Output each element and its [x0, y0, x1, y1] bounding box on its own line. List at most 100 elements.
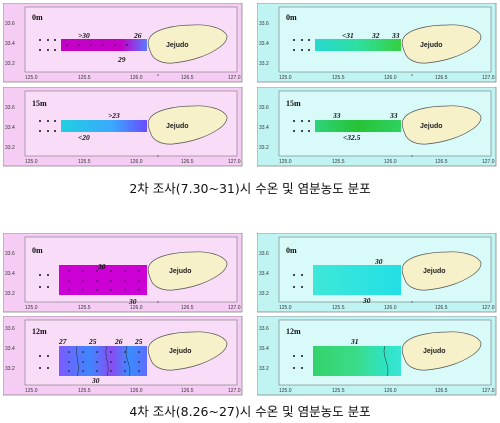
- panel-4th-temp-0m: 33.6 33.4 33.2 Jejudo 0m 30 30 125.0 125…: [3, 233, 243, 313]
- tick-y3: 33.2: [259, 291, 269, 297]
- contour-label: <32.5: [343, 133, 361, 142]
- tick-y1: 33.6: [259, 251, 269, 257]
- jeju-island-shape: [147, 24, 228, 64]
- depth-label: 0m: [32, 13, 43, 22]
- tick-x: 125.5: [332, 305, 345, 311]
- depth-label: 15m: [32, 99, 47, 108]
- panel-2nd-sal-15m: 33.6 33.4 33.2 Jejudo 15m 33 33 <32.5: [257, 87, 497, 167]
- tick-x: 125.5: [78, 305, 91, 311]
- contour-label: 26: [114, 337, 123, 346]
- caption-survey-4: 4차 조사(8.26~27)시 수온 및 염분농도 분포: [129, 404, 371, 419]
- island-label: Jejudo: [166, 123, 189, 130]
- depth-label: 12m: [32, 327, 47, 336]
- tick-x: 126.0: [130, 75, 143, 81]
- tick-x: 127.0: [482, 159, 495, 165]
- panel-2nd-temp-0m: 33.6 33.4 33.2 Jejudo 0m: [3, 3, 243, 83]
- jeju-island-shape: [147, 331, 228, 371]
- tick-y2: 33.4: [259, 41, 269, 47]
- contour-label: 33: [389, 111, 398, 120]
- tick-x: 125.5: [332, 388, 345, 394]
- jeju-island-shape: [401, 251, 482, 291]
- contour-label: 30: [374, 257, 383, 266]
- depth-label: 0m: [32, 246, 43, 255]
- tick-x: 125.5: [78, 388, 91, 394]
- jeju-island-shape: [147, 105, 228, 145]
- tick-y1: 33.6: [5, 251, 15, 257]
- tick-y1: 33.6: [5, 105, 15, 111]
- island-label: Jejudo: [420, 42, 443, 49]
- tick-x: 126.0: [130, 305, 143, 311]
- contour-label: 30: [128, 297, 137, 306]
- depth-label: 0m: [286, 13, 297, 22]
- panel-4th-temp-12m: 33.6 33.4 33.2 Jejudo: [3, 316, 243, 396]
- contour-label: 30: [97, 262, 106, 271]
- contour-label: 26: [133, 31, 142, 40]
- tick-x: 125.0: [279, 159, 292, 165]
- depth-label: 15m: [286, 99, 301, 108]
- tick-x: 126.5: [435, 388, 448, 394]
- map-panel: 33.6 33.4 33.2 Jejudo 12m 31: [257, 316, 497, 396]
- island-label: Jejudo: [166, 42, 189, 49]
- map-panel: 33.6 33.4 33.2 Jejudo 0m 30 30 125.0 125…: [3, 233, 243, 313]
- tick-y3: 33.2: [5, 61, 15, 67]
- tick-x: 126.0: [384, 305, 397, 311]
- tick-x: 127.0: [228, 75, 241, 81]
- map-panel: 33.6 33.4 33.2 Jejudo 15m >23 <20: [3, 87, 243, 167]
- contour-label: 27: [58, 337, 67, 346]
- tick-x: 125.0: [25, 75, 38, 81]
- contour-label: >30: [78, 31, 90, 40]
- tick-x: 125.0: [25, 159, 38, 165]
- tick-x: 125.0: [25, 388, 38, 394]
- caption-survey-2: 2차 조사(7.30~31)시 수온 및 염분농도 분포: [129, 181, 371, 196]
- tick-x: 126.5: [181, 388, 194, 394]
- tick-x: 126.5: [181, 75, 194, 81]
- tick-x: 125.5: [332, 75, 345, 81]
- contour-label: <20: [78, 133, 90, 142]
- island-label: Jejudo: [423, 268, 446, 275]
- island-label: Jejudo: [169, 268, 192, 275]
- tick-y1: 33.6: [5, 21, 15, 27]
- tick-y1: 33.6: [259, 326, 269, 332]
- tick-y3: 33.2: [259, 61, 269, 67]
- tick-y3: 33.2: [5, 291, 15, 297]
- tick-y2: 33.4: [259, 125, 269, 131]
- tick-x: 126.0: [130, 159, 143, 165]
- tick-x: 125.5: [78, 159, 91, 165]
- tick-x: 125.0: [25, 305, 38, 311]
- tick-x: 126.5: [435, 305, 448, 311]
- tick-x: 126.0: [384, 388, 397, 394]
- tick-x: 127.0: [228, 159, 241, 165]
- tick-x: 126.0: [130, 388, 143, 394]
- depth-label: 0m: [286, 246, 297, 255]
- tick-x: 125.5: [78, 75, 91, 81]
- tick-x: 127.0: [482, 388, 495, 394]
- map-panel: 33.6 33.4 33.2 Jejudo 0m 30 30 125.0: [257, 233, 497, 313]
- island-label: Jejudo: [423, 348, 446, 355]
- tick-x: 126.0: [384, 75, 397, 81]
- contour-label: 25: [88, 337, 97, 346]
- tick-x: 126.5: [435, 159, 448, 165]
- panel-2nd-temp-15m: 33.6 33.4 33.2 Jejudo 15m >23 <20: [3, 87, 243, 167]
- panel-4th-sal-0m: 33.6 33.4 33.2 Jejudo 0m 30 30 125.0: [257, 233, 497, 313]
- tick-y1: 33.6: [5, 326, 15, 332]
- contour-label: 30: [362, 296, 371, 305]
- map-panel: 33.6 33.4 33.2 Jejudo 0m: [3, 3, 243, 83]
- map-panel: 33.6 33.4 33.2 Jejudo 15m 33 33 <32.5: [257, 87, 497, 167]
- jeju-island-shape: [401, 24, 482, 64]
- jeju-island-shape: [147, 251, 228, 291]
- tick-x: 127.0: [482, 75, 495, 81]
- jeju-island-shape: [401, 331, 482, 371]
- tick-x: 125.0: [279, 388, 292, 394]
- tick-x: 126.5: [181, 159, 194, 165]
- jeju-island-shape: [401, 105, 482, 145]
- contour-label: 30: [91, 376, 100, 385]
- map-panel: 33.6 33.4 33.2 Jejudo 0m <31 32 33: [257, 3, 497, 83]
- tick-y2: 33.4: [259, 346, 269, 352]
- depth-label: 12m: [286, 327, 301, 336]
- tick-x: 125.0: [279, 305, 292, 311]
- tick-x: 127.0: [228, 305, 241, 311]
- tick-x: 127.0: [482, 305, 495, 311]
- tick-x: 126.5: [435, 75, 448, 81]
- contour-label: 32: [371, 31, 380, 40]
